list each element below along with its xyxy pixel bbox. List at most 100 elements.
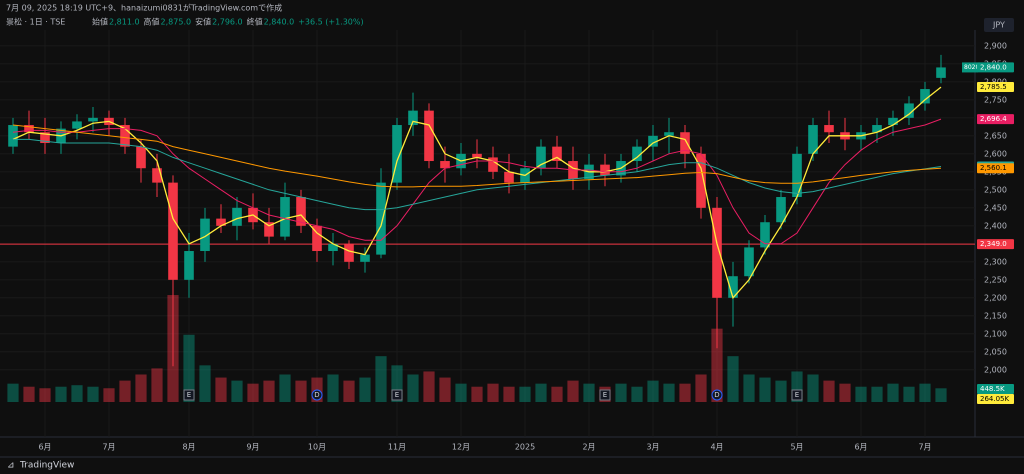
volume-bar: [119, 380, 131, 402]
y-tick-label: 2,750: [984, 95, 1007, 104]
x-tick-label: 3月: [646, 443, 659, 452]
candle-body: [40, 132, 50, 144]
candle-body: [328, 243, 338, 252]
volume-bar: [247, 383, 259, 402]
candle-body: [472, 153, 482, 158]
candle-body: [88, 117, 98, 122]
candle-body: [296, 197, 306, 226]
ohlc-value: 2,811.0: [109, 18, 140, 27]
y-tick-label: 2,400: [984, 221, 1007, 230]
candle-body: [536, 146, 546, 169]
volume-bar: [807, 374, 819, 402]
volume-bar: [695, 374, 707, 402]
candle-body: [888, 117, 898, 126]
ohlc-value: 2,840.0: [264, 18, 295, 27]
y-tick-label: 2,600: [984, 149, 1007, 158]
event-marker: [183, 389, 195, 401]
last-price-tag-bg: [977, 62, 1014, 73]
volume-bar: [631, 386, 643, 402]
candle-body: [408, 110, 418, 126]
volume-bar: [839, 383, 851, 402]
volume-bar: [919, 383, 931, 402]
ohlc-name: 高値: [144, 17, 160, 27]
candle-body: [152, 168, 162, 183]
candle-body: [8, 125, 18, 147]
currency-box: [984, 18, 1014, 32]
candle-body: [264, 222, 274, 237]
ma-line: [12, 118, 942, 245]
volume-bar: [871, 386, 883, 402]
ma-line: [12, 86, 942, 300]
candle-body: [424, 110, 434, 162]
candle-body: [696, 153, 706, 208]
volume-bar: [887, 383, 899, 402]
volume-bar: [583, 383, 595, 402]
ma-price-tag: 2,696.4: [980, 115, 1007, 123]
candle-body: [824, 125, 834, 133]
volume-bar: [183, 334, 195, 402]
candle-body: [312, 225, 322, 252]
logo-icon: ⊿: [7, 461, 15, 471]
candle-body: [680, 132, 690, 154]
x-tick-label: 5月: [790, 443, 803, 452]
candle-body: [760, 222, 770, 248]
volume-bar: [327, 374, 339, 402]
volume-bar: [535, 383, 547, 402]
ma-price-tag-bg: [977, 82, 1014, 93]
ma-price-tag-bg: [977, 163, 1014, 174]
volume-ma-tag: 264.05K: [980, 395, 1009, 403]
x-tick-label: 7月: [102, 443, 115, 452]
volume-bar: [775, 380, 787, 402]
x-tick-label: 2025: [515, 443, 535, 452]
x-tick-label: 12月: [452, 443, 470, 452]
candle-body: [376, 182, 386, 255]
logo: TradingView: [19, 461, 74, 471]
event-label: D: [314, 391, 319, 399]
x-tick-label: 10月: [308, 443, 326, 452]
candle-body: [200, 218, 210, 252]
candle-body: [184, 251, 194, 280]
volume-bar: [263, 380, 275, 402]
volume-bar: [711, 328, 723, 402]
volume-bar: [359, 377, 371, 402]
volume-bar: [503, 386, 515, 402]
ohlc-value: 2,796.0: [212, 18, 243, 27]
event-label: D: [714, 391, 719, 399]
y-tick-label: 2,650: [984, 131, 1007, 140]
volume-bar: [855, 386, 867, 402]
volume-bar: [391, 365, 403, 402]
event-label: E: [795, 391, 799, 399]
currency: JPY: [992, 21, 1005, 30]
candle-body: [232, 207, 242, 226]
ma-line: [13, 138, 942, 211]
hline-price-tag-bg: [977, 239, 1014, 250]
volume-bar: [423, 371, 435, 402]
volume-bar: [215, 377, 227, 402]
y-tick-label: 2,050: [984, 347, 1007, 356]
candle-body: [360, 254, 370, 262]
volume-bar: [151, 368, 163, 402]
volume-bar: [135, 374, 147, 402]
ma-price-tag: 2,560.1: [980, 164, 1007, 172]
y-tick-label: 2,500: [984, 185, 1007, 194]
volume-bar: [55, 386, 67, 402]
candle-body: [120, 125, 130, 147]
volume-bar: [23, 386, 35, 402]
candle-body: [904, 103, 914, 118]
candle-body: [744, 247, 754, 277]
event-label: E: [395, 391, 399, 399]
event-marker: [791, 389, 803, 401]
y-tick-label: 2,150: [984, 311, 1007, 320]
x-tick-label: 2月: [582, 443, 595, 452]
volume-bar: [647, 380, 659, 402]
candle-body: [440, 161, 450, 169]
candle-body: [216, 218, 226, 226]
ma-price-tag: 2,785.5: [980, 83, 1007, 91]
ohlc-value: +36.5 (+1.30%): [298, 18, 363, 27]
hline-price-tag: 2,349.0: [980, 240, 1007, 248]
volume-bar: [375, 356, 387, 402]
chart-title: 7月 09, 2025 18:19 UTC+9、hanaizumi0831がTr…: [6, 3, 282, 13]
event-label: E: [603, 391, 607, 399]
